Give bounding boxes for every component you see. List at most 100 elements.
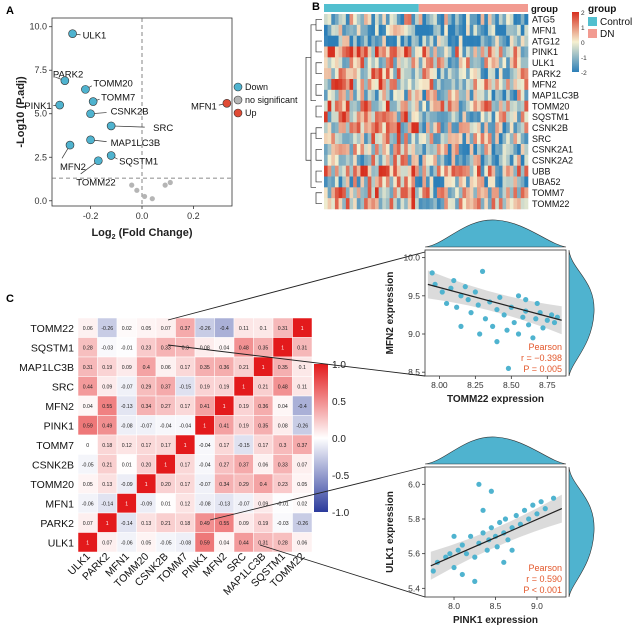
heatmap-cell [324,165,328,177]
heatmap-cell [360,46,365,58]
heatmap-cell [477,111,481,123]
heatmap-cell [407,111,412,123]
heatmap-cell [513,198,518,210]
row-label: CSNK2B [532,123,568,133]
colorbar-tick-label: -2 [581,70,587,77]
heatmap-cell [396,165,401,177]
heatmap-cell [455,14,460,26]
dendrogram-branch [310,132,316,188]
heatmap-cell [520,144,525,156]
heatmap-cell [334,68,339,80]
heatmap-cell [502,154,507,166]
heatmap-cell [396,46,401,58]
heatmap-cell [458,133,463,145]
heatmap-cell [466,24,471,36]
heatmap-cell [407,35,412,47]
corr-value: -0.03 [101,345,113,351]
heatmap-cell [440,165,445,177]
heatmap-cell [360,89,365,101]
heatmap-cell [385,79,390,91]
row-label: MAP1LC3B [532,90,579,100]
heatmap-cell [426,89,430,101]
corr-value: 0.18 [180,521,190,527]
corr-value: 0.07 [297,462,307,468]
heatmap-cell [462,165,467,177]
row-label: MAP1LC3B [19,362,74,374]
corr-value: -0.08 [121,423,133,429]
heatmap-cell [400,14,405,26]
heatmap-cell [466,133,471,145]
heatmap-cell [331,46,336,58]
heatmap-cell [345,122,350,134]
heatmap-cell [524,111,529,123]
heatmap-cell [436,144,441,156]
scatter-point [530,502,536,508]
heatmap-cell [491,68,496,80]
heatmap-cell [473,57,478,69]
heatmap-cell [466,198,471,210]
heatmap-cell [382,14,387,26]
heatmap-cell [513,57,518,69]
heatmap-cell [458,57,463,69]
heatmap-cell [324,198,328,210]
corr-value: 0.13 [102,482,112,488]
heatmap-cell [491,154,496,166]
heatmap-cell [375,165,379,177]
heatmap-cell [418,198,423,210]
heatmap-cell [466,176,471,188]
point-label: MFN1 [191,101,217,112]
heatmap-cell [385,57,390,69]
heatmap-cell [436,165,441,177]
heatmap-cell [324,133,328,145]
corr-value: 0.17 [180,365,190,371]
heatmap-cell [349,198,354,210]
heatmap-cell [418,57,423,69]
heatmap-cell [371,111,376,123]
stat-method: Pearson [528,563,562,573]
heatmap-cell [466,187,471,199]
heatmap-cell [462,68,467,80]
heatmap-cell [353,176,358,188]
heatmap-cell [509,165,514,177]
heatmap-cell [411,24,416,36]
heatmap-cell [364,14,369,26]
heatmap-cell [349,100,354,112]
corr-value: 0.06 [83,326,93,332]
group-legend-label: DN [600,29,614,40]
heatmap-cell [422,68,427,80]
volcano-point [167,179,173,186]
heatmap-cell [436,122,441,134]
heatmap-cell [491,187,496,199]
heatmap-cell [396,14,401,26]
scatter-point [534,300,540,307]
heatmap-cell [484,165,489,177]
heatmap-cell [451,35,456,47]
heatmap-cell [517,198,522,210]
y-tick-label: 5.4 [408,583,420,593]
panel-label-a: A [6,5,14,17]
scatter-point [533,316,539,322]
volcano-point [55,100,65,110]
scatter-point [494,306,500,313]
heatmap-cell [426,46,430,58]
heatmap-cell [487,165,492,177]
scatter-point [465,297,471,303]
heatmap-cell [495,111,500,123]
corr-value: 0.36 [258,404,268,410]
heatmap-cell [513,24,518,36]
heatmap-cell [353,111,358,123]
heatmap-cell [436,154,441,166]
heatmap-cell [426,122,430,134]
row-label: CSNK2A1 [532,145,573,155]
row-label: TOMM7 [36,440,74,452]
heatmap-cell [389,176,394,188]
heatmap-cell [418,46,423,58]
heatmap-cell [364,100,369,112]
scatter-point [488,488,494,494]
heatmap-cell [338,111,343,123]
heatmap-cell [338,100,343,112]
heatmap-cell [342,46,347,58]
heatmap-cell [495,165,500,177]
heatmap-cell [433,89,438,101]
heatmap-cell [375,68,379,80]
